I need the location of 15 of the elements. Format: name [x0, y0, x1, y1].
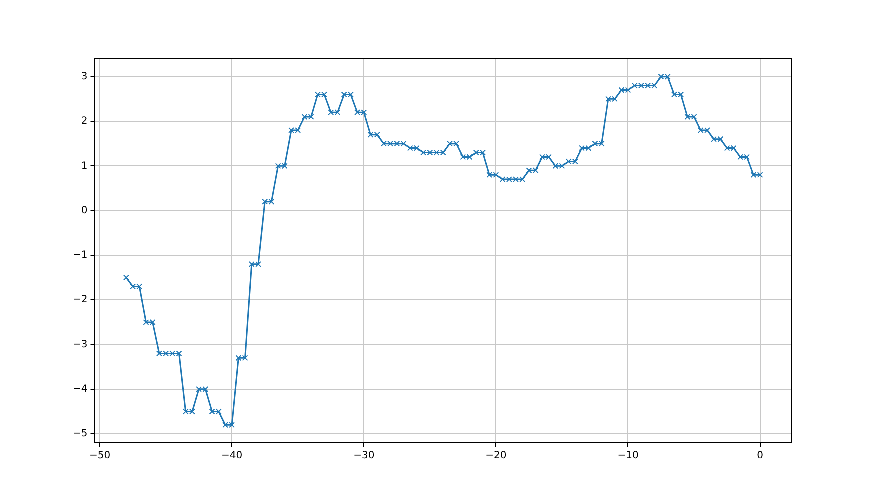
y-tick-label: −5: [72, 428, 88, 440]
y-tick-label: −2: [72, 294, 88, 306]
y-tick-label: −3: [72, 339, 88, 350]
y-tick-label: 3: [81, 71, 88, 82]
y-tick-label: 2: [81, 116, 88, 128]
y-tick-label: 0: [81, 205, 88, 216]
x-tick-label: −30: [354, 450, 375, 462]
x-tick-label: −40: [222, 450, 243, 462]
x-tick-label: 0: [757, 450, 764, 462]
y-tick-label: −1: [72, 250, 88, 262]
y-tick-label: 1: [81, 160, 88, 172]
x-tick-label: −50: [89, 450, 111, 462]
x-tick-label: −10: [618, 450, 639, 462]
y-tick-label: −4: [72, 384, 88, 396]
x-tick-label: −20: [486, 450, 507, 462]
